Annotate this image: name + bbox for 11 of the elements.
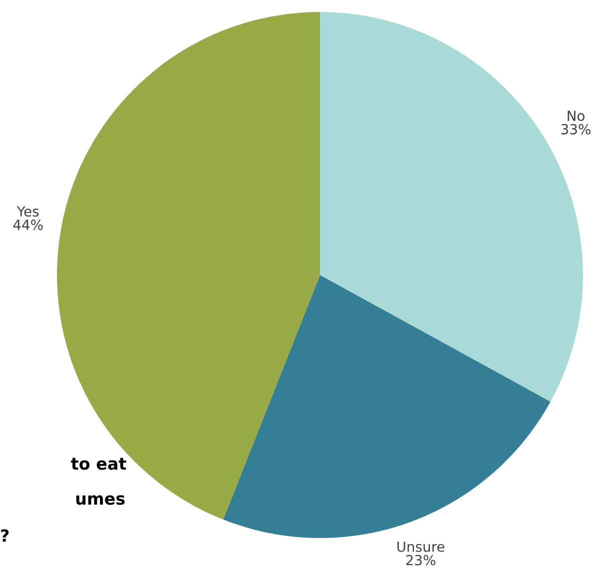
text: to eat xyxy=(71,458,126,470)
text: ? xyxy=(1,529,9,542)
slice-label: Yes xyxy=(16,206,39,217)
data-label: 33% xyxy=(561,124,590,134)
pie-slice xyxy=(223,275,550,538)
slice-label: Unsure xyxy=(397,542,444,552)
slice-label: No xyxy=(568,110,584,122)
data-label: 44% xyxy=(13,220,43,230)
data-label: 23% xyxy=(406,554,436,566)
text: umes xyxy=(76,495,125,505)
pie-slice xyxy=(57,12,320,520)
